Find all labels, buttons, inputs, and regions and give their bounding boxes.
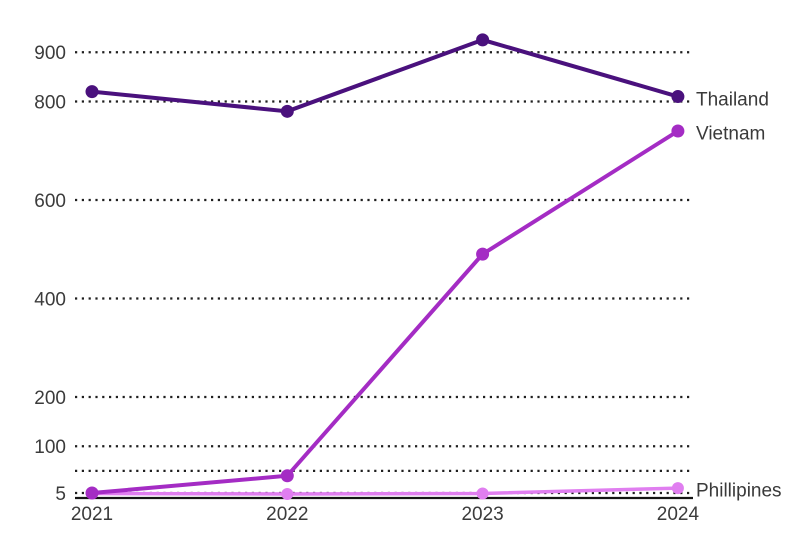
x-tick-label: 2024 (657, 504, 700, 525)
y-tick-label: 900 (34, 43, 66, 64)
y-tick-label: 100 (34, 437, 66, 458)
y-tick-label: 5 (55, 484, 66, 505)
y-tick-label: 400 (34, 289, 66, 310)
x-tick-label: 2022 (266, 504, 308, 525)
y-tick-label: 200 (34, 388, 66, 409)
data-point-thailand (85, 85, 99, 99)
data-point-vietnam (671, 124, 685, 138)
y-tick-label: 600 (34, 191, 66, 212)
data-point-vietnam (280, 469, 294, 483)
data-point-phillipines (671, 482, 684, 495)
data-point-phillipines (476, 487, 489, 500)
series-line-thailand (90, 37, 680, 114)
series-label-vietnam: Vietnam (696, 123, 766, 145)
x-tick-label: 2021 (71, 504, 113, 525)
data-point-thailand (476, 33, 490, 47)
data-point-vietnam (85, 486, 99, 500)
series-line-vietnam (90, 129, 680, 495)
data-point-thailand (280, 104, 294, 118)
x-tick-label: 2023 (461, 504, 503, 525)
series-label-thailand: Thailand (696, 89, 769, 111)
data-point-phillipines (281, 487, 294, 500)
y-tick-label: 800 (34, 92, 66, 113)
data-point-vietnam (476, 247, 490, 261)
series-line-phillipines (90, 486, 680, 496)
data-point-thailand (671, 90, 685, 104)
series-label-phillipines: Phillipines (696, 480, 782, 502)
